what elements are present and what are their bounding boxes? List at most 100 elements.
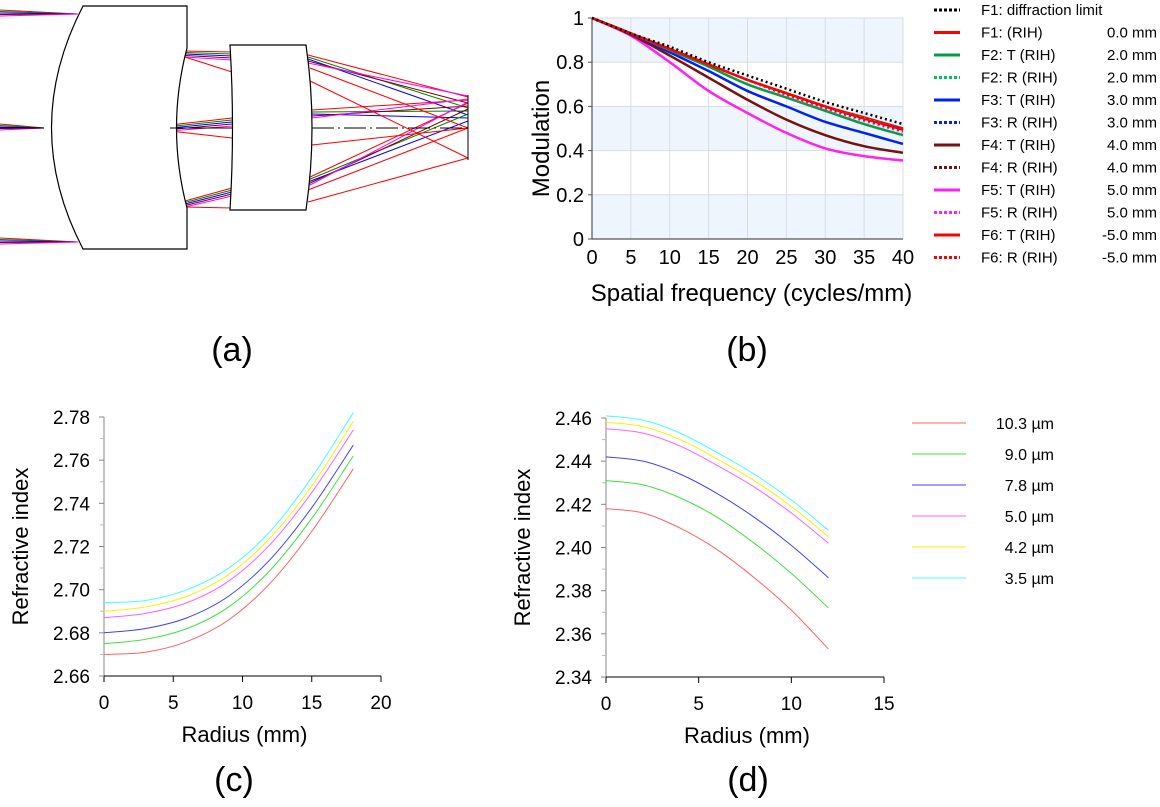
legend-label: F6: T (RIH)	[981, 227, 1055, 244]
ray-segment	[311, 98, 469, 119]
panel-label-d: (d)	[727, 761, 769, 799]
ray-segment	[184, 195, 233, 208]
x-tick-label: 0	[99, 693, 110, 714]
ray-segment	[184, 50, 233, 53]
series-line-5-0-m	[103, 429, 354, 619]
index-profile-chart-c: 0 5 10 15 20 2.66 2.68 2.70 2.72 2.74 2.76 2.78 Radi…	[8, 408, 392, 747]
x-tick-label: 15	[698, 247, 720, 269]
panel-label-a: (a)	[211, 331, 253, 369]
series-line-9-0-m	[103, 455, 354, 645]
legend-label: F6: R (RIH)	[981, 250, 1058, 267]
ray-segment	[0, 241, 79, 245]
ray-segment	[307, 62, 469, 97]
legend-field: 5.0 mm	[1107, 205, 1157, 222]
ray-segment	[184, 206, 233, 209]
y-axis-label: Refractive index	[8, 468, 33, 626]
legend-field: 3.0 mm	[1107, 92, 1157, 109]
y-tick-label: 2.74	[53, 494, 90, 515]
x-tick-label: 15	[301, 693, 322, 714]
y-tick-label: 2.78	[53, 408, 90, 429]
series-line-7-8-m	[103, 444, 354, 634]
legend: F1: diffraction limit F1: (RIH) 0.0 mm F2: …	[934, 2, 1157, 267]
x-tick-label: 5	[625, 247, 636, 269]
x-tick-label: 15	[873, 694, 894, 715]
ray-segment	[169, 117, 233, 126]
y-tick-label: 1	[573, 8, 584, 30]
legend-label: 9.0 µm	[1005, 447, 1054, 464]
y-tick-label: 2.42	[555, 495, 592, 516]
legend-label: F4: T (RIH)	[981, 137, 1055, 154]
legend-field: 5.0 mm	[1107, 182, 1157, 199]
ray-segment	[184, 187, 233, 202]
y-tick-label: 2.68	[53, 624, 90, 645]
ray-segment	[309, 67, 469, 129]
lens-diagram	[0, 5, 469, 250]
series-line-4-2-m	[103, 421, 354, 612]
legend-label: F3: T (RIH)	[981, 92, 1055, 109]
panel-label-b: (b)	[726, 331, 768, 369]
series-line-3-5-m	[103, 412, 354, 604]
x-axis-label: Radius (mm)	[182, 722, 308, 747]
y-tick-label: 2.76	[53, 451, 90, 472]
legend-field: 3.0 mm	[1107, 115, 1157, 132]
lens-2	[229, 44, 313, 211]
ray-segment	[307, 79, 469, 159]
legend-field: 2.0 mm	[1107, 70, 1157, 87]
lens-1	[51, 5, 188, 250]
series-line-3-5-m	[605, 415, 829, 531]
y-tick-label: 2.40	[555, 539, 592, 560]
x-tick-label: 10	[232, 693, 253, 714]
ray-segment	[307, 60, 469, 104]
ray-segment	[169, 121, 233, 129]
legend-field: 4.0 mm	[1107, 160, 1157, 177]
legend: 10.3 µm 9.0 µm 7.8 µm 5.0 µm 4.2 µm 3.5 µm	[912, 416, 1054, 588]
x-tick-label: 40	[892, 247, 914, 269]
x-tick-label: 35	[853, 247, 875, 269]
y-tick-label: 2.46	[555, 409, 592, 430]
series-line-10-3-m	[605, 508, 829, 650]
x-axis-label: Spatial frequency (cycles/mm)	[591, 280, 912, 307]
x-tick-label: 30	[814, 247, 836, 269]
legend-field: -5.0 mm	[1102, 250, 1157, 267]
ray-segment	[311, 127, 469, 146]
legend-label: F1: diffraction limit	[981, 2, 1103, 19]
ray-segment	[169, 119, 233, 127]
x-tick-label: 5	[168, 693, 179, 714]
mtf-chart: 0 5 10 15 20 25 30 35 40 0 0.2 0.4 0.6 0.8 1 Spatial fr…	[528, 2, 1157, 307]
y-tick-label: 2.44	[555, 452, 592, 473]
y-tick-label: 2.66	[53, 667, 90, 688]
legend-label: 3.5 µm	[1005, 571, 1054, 588]
legend-label: F2: T (RIH)	[981, 47, 1055, 64]
ray-segment	[307, 157, 469, 203]
series-line-f6-t-rih-5-0-mm	[591, 16, 904, 131]
y-tick-label: 2.72	[53, 538, 90, 559]
x-axis-label: Radius (mm)	[684, 723, 810, 748]
legend-label: F4: R (RIH)	[981, 160, 1058, 177]
legend-label: F3: R (RIH)	[981, 115, 1058, 132]
ray-segment	[169, 123, 233, 130]
ray-segment	[307, 101, 469, 187]
ray-segment	[169, 130, 233, 139]
legend-field: -5.0 mm	[1102, 227, 1157, 244]
ray-segment	[184, 53, 233, 57]
legend-field: 0.0 mm	[1107, 25, 1157, 42]
series-line-5-0-m	[605, 428, 829, 544]
x-tick-label: 5	[693, 694, 704, 715]
ray-segment	[184, 55, 233, 59]
x-tick-label: 20	[736, 247, 758, 269]
legend-label: F1: (RIH)	[981, 25, 1043, 42]
ray-segment	[184, 193, 233, 206]
y-tick-label: 2.70	[53, 581, 90, 602]
legend-label: 10.3 µm	[996, 416, 1054, 433]
series-line-f4-t-rih-4-0-mm	[591, 16, 904, 155]
ray-segment	[184, 52, 233, 55]
y-tick-label: 0.6	[556, 96, 584, 118]
series-line-9-0-m	[605, 480, 829, 609]
index-profile-chart-d: 0 5 10 15 2.34 2.36 2.38 2.40 2.42 2.44 2.46 Radius…	[510, 409, 1054, 748]
y-tick-label: 2.36	[555, 625, 592, 646]
ray-segment	[0, 13, 79, 17]
legend-field: 2.0 mm	[1107, 47, 1157, 64]
legend-label: F5: T (RIH)	[981, 182, 1055, 199]
x-tick-label: 10	[659, 247, 681, 269]
series-line-4-2-m	[605, 421, 829, 538]
